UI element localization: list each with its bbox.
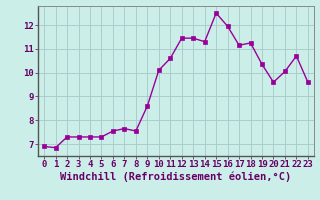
X-axis label: Windchill (Refroidissement éolien,°C): Windchill (Refroidissement éolien,°C) <box>60 172 292 182</box>
